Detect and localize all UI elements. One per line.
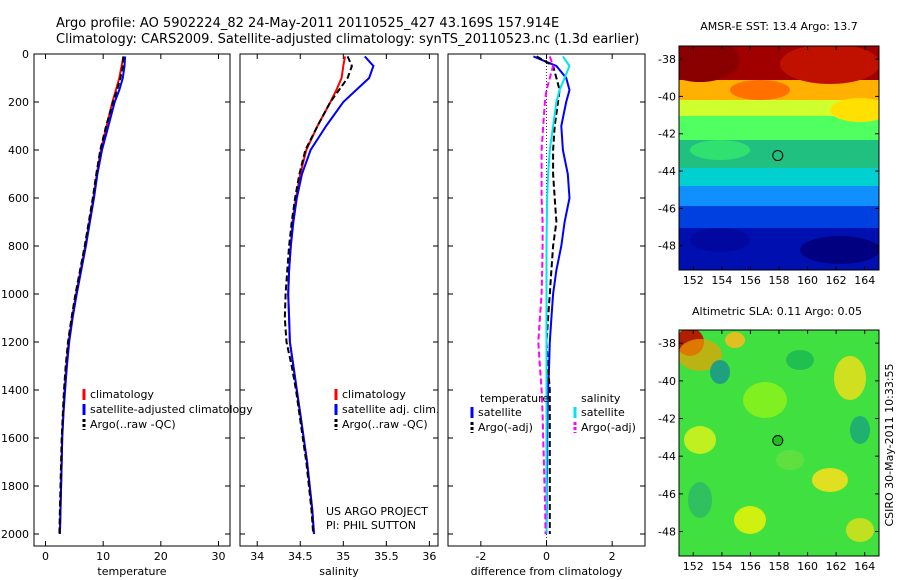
legend-label: Argo(-adj) xyxy=(478,421,533,434)
sst-map-panel: AMSR-E SST: 13.4 Argo: 13.7 152 154 156 158… xyxy=(658,20,880,287)
legend-label: satellite adj. clim. xyxy=(342,403,439,416)
map-y-tick-label: -38 xyxy=(658,337,676,350)
map-y-tick-label: -46 xyxy=(658,202,676,215)
map-x-tick-label: 158 xyxy=(769,560,790,573)
series-salinity-1 xyxy=(287,55,375,535)
series-temperature-1 xyxy=(58,56,127,535)
x-axis-label: salinity xyxy=(319,565,359,578)
panel-frame xyxy=(33,53,231,547)
annotation-text: US ARGO PROJECT xyxy=(326,505,428,518)
panel-difference: -2 0 2 difference from climatology temperatu… xyxy=(447,53,646,578)
map-y-tick-label: -46 xyxy=(658,488,676,501)
x-axis-label: temperature xyxy=(97,565,166,578)
sla-map-image xyxy=(679,330,879,556)
x-tick-label: 20 xyxy=(154,550,168,563)
y-tick-label: 1000 xyxy=(1,288,29,301)
profile-panels: 0 10 20 30020040060080010001200140016001800… xyxy=(1,48,646,578)
x-tick-label: 34.5 xyxy=(288,550,313,563)
map-x-tick-label: 156 xyxy=(740,274,761,287)
x-tick-label: 36 xyxy=(422,550,436,563)
sst-map-title: AMSR-E SST: 13.4 Argo: 13.7 xyxy=(700,20,858,33)
map-x-tick-label: 160 xyxy=(797,560,818,573)
y-tick-label: 600 xyxy=(8,192,29,205)
map-x-tick-label: 154 xyxy=(711,560,732,573)
panel-temperature: 0 10 20 30 0 200 400 600 800 1000 1200 1400 1600 1800… xyxy=(1,48,253,578)
x-axis-label: difference from climatology xyxy=(471,565,623,578)
legend-header: salinity xyxy=(581,392,621,405)
map-y-tick-label: -48 xyxy=(658,526,676,539)
map-x-tick-label: 156 xyxy=(740,560,761,573)
header-line1: Argo profile: AO 5902224_82 24-May-2011 … xyxy=(56,16,559,31)
map-y-tick-label: -44 xyxy=(658,165,676,178)
panel-frame xyxy=(239,53,439,547)
series-difference-2 xyxy=(545,55,571,534)
map-x-tick-label: 162 xyxy=(826,560,847,573)
legend-label: Argo(-adj) xyxy=(581,421,636,434)
side-label: CSIRO 30-May-2011 10:33:55 xyxy=(883,363,896,526)
map-y-tick-label: -48 xyxy=(658,240,676,253)
x-tick-label: 30 xyxy=(211,550,225,563)
x-tick-label: 0 xyxy=(42,550,49,563)
map-y-tick-label: -42 xyxy=(658,128,676,141)
y-tick-label: 800 xyxy=(8,240,29,253)
y-tick-label: 1600 xyxy=(1,432,29,445)
x-tick-label: 0 xyxy=(543,550,550,563)
map-x-tick-label: 164 xyxy=(854,274,875,287)
y-tick-label: 1800 xyxy=(1,480,29,493)
map-x-tick-label: 152 xyxy=(683,560,704,573)
map-x-tick-label: 152 xyxy=(683,274,704,287)
map-y-tick-label: -40 xyxy=(658,90,676,103)
y-tick-label: 200 xyxy=(8,96,29,109)
legend-label: Argo(..raw -QC) xyxy=(90,418,176,431)
y-tick-label: 2000 xyxy=(1,528,29,541)
panel-salinity: 34 34.5 35 35.5 36 salinity climatology satelli… xyxy=(239,53,439,578)
map-x-tick-label: 164 xyxy=(854,560,875,573)
x-tick-label: 2 xyxy=(609,550,616,563)
map-y-tick-label: -40 xyxy=(658,375,676,388)
map-y-tick-label: -38 xyxy=(658,53,676,66)
legend-header: temperature xyxy=(480,392,549,405)
legend-label: climatology xyxy=(342,388,406,401)
legend-label: Argo(..raw -QC) xyxy=(342,418,428,431)
legend-label: satellite xyxy=(581,406,625,419)
series-salinity-2 xyxy=(283,55,353,535)
map-y-tick-label: -44 xyxy=(658,450,676,463)
x-tick-label: 10 xyxy=(96,550,110,563)
series-temperature-0 xyxy=(58,56,125,535)
x-tick-label: -2 xyxy=(475,550,486,563)
map-x-tick-label: 158 xyxy=(769,274,790,287)
series-temperature-2 xyxy=(58,56,125,535)
sla-map-title: Altimetric SLA: 0.11 Argo: 0.05 xyxy=(692,305,862,318)
x-tick-label: 35.5 xyxy=(374,550,399,563)
map-x-tick-label: 154 xyxy=(711,274,732,287)
argo-location-marker xyxy=(772,150,784,162)
header-line2: Climatology: CARS2009. Satellite-adjuste… xyxy=(56,32,639,47)
argo-location-marker xyxy=(772,435,784,447)
y-tick-label: 1400 xyxy=(1,384,29,397)
series-difference-1 xyxy=(536,55,561,534)
map-x-tick-label: 160 xyxy=(797,274,818,287)
series-difference-3 xyxy=(537,56,555,535)
map-y-tick-label: -42 xyxy=(658,413,676,426)
legend-label: satellite xyxy=(478,406,522,419)
series-difference-0 xyxy=(533,55,571,535)
x-tick-label: 35 xyxy=(336,550,350,563)
x-tick-label: 34 xyxy=(250,550,264,563)
y-tick-label: 0 xyxy=(22,48,29,61)
map-x-tick-label: 162 xyxy=(826,274,847,287)
legend-label: climatology xyxy=(90,388,154,401)
sst-map-image xyxy=(679,46,879,270)
y-tick-label: 1200 xyxy=(1,336,29,349)
annotation-text: PI: PHIL SUTTON xyxy=(326,519,416,532)
sla-map-panel: Altimetric SLA: 0.11 Argo: 0.05 152 154 15… xyxy=(658,305,880,573)
legend-label: satellite-adjusted climatology xyxy=(90,403,253,416)
y-tick-label: 400 xyxy=(8,144,29,157)
